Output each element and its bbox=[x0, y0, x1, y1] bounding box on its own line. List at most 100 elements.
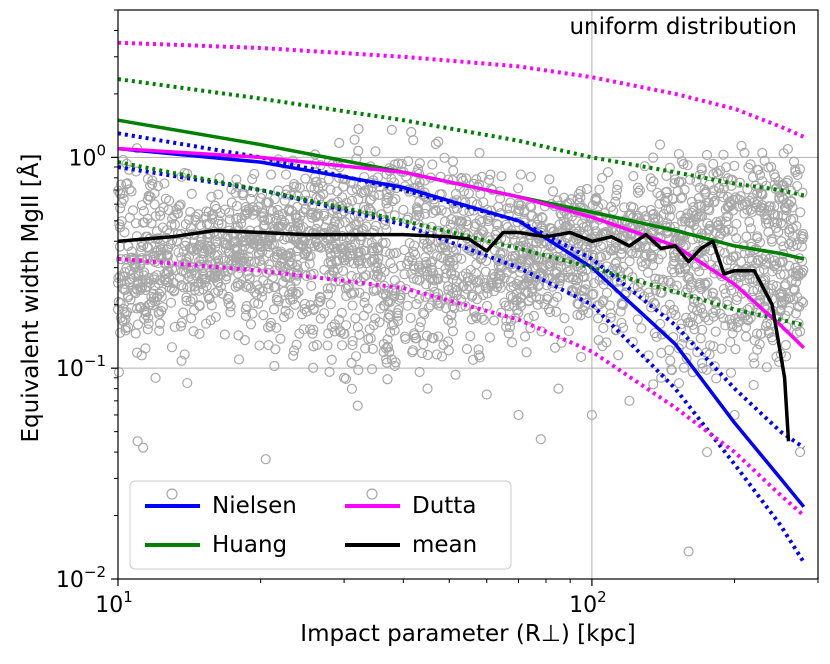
scatter-point bbox=[694, 182, 705, 193]
scatter-point bbox=[783, 239, 795, 250]
scatter-point bbox=[258, 221, 269, 232]
scatter-point bbox=[299, 261, 310, 272]
scatter-point bbox=[482, 215, 494, 227]
scatter-point bbox=[754, 169, 766, 181]
scatter-point bbox=[729, 263, 740, 274]
scatter-point bbox=[305, 250, 316, 262]
scatter-point bbox=[682, 272, 693, 284]
x-tick-label: 101 bbox=[95, 588, 133, 618]
scatter-point bbox=[341, 290, 352, 302]
scatter-point bbox=[670, 309, 681, 321]
scatter-point bbox=[368, 285, 379, 297]
scatter-point bbox=[158, 202, 169, 213]
scatter-point bbox=[598, 322, 609, 334]
scatter-point bbox=[778, 148, 789, 159]
series-huang-lower bbox=[117, 160, 805, 328]
scatter-point bbox=[587, 289, 598, 300]
scatter-point bbox=[247, 174, 258, 185]
scatter-point bbox=[113, 296, 124, 308]
scatter-point bbox=[383, 342, 394, 353]
scatter-point bbox=[627, 248, 638, 259]
scatter-point bbox=[795, 207, 806, 218]
scatter-point bbox=[731, 322, 743, 333]
scatter-point bbox=[248, 237, 260, 249]
scatter-point bbox=[617, 230, 628, 241]
scatter-point bbox=[654, 139, 666, 150]
scatter-point bbox=[447, 156, 459, 167]
scatter-point bbox=[293, 286, 304, 298]
scatter-point bbox=[422, 349, 433, 361]
scatter-point bbox=[703, 315, 714, 326]
scatter-point bbox=[408, 273, 419, 284]
scatter-point bbox=[257, 246, 268, 257]
scatter-point bbox=[407, 345, 419, 356]
scatter-point bbox=[367, 343, 378, 354]
scatter-point bbox=[159, 178, 170, 189]
scatter-point bbox=[308, 362, 319, 373]
scatter-point bbox=[395, 260, 406, 271]
scatter-point bbox=[660, 197, 671, 208]
scatter-point bbox=[178, 246, 189, 257]
scatter-point bbox=[249, 168, 260, 180]
scatter-point bbox=[443, 314, 454, 326]
scatter-point bbox=[748, 352, 759, 363]
scatter-point bbox=[313, 217, 324, 229]
scatter-point bbox=[503, 328, 514, 339]
scatter-point bbox=[310, 236, 321, 247]
scatter-point bbox=[554, 278, 565, 289]
scatter-point bbox=[455, 294, 467, 305]
scatter-point bbox=[142, 194, 153, 205]
scatter-point bbox=[634, 242, 645, 253]
scatter-point bbox=[176, 317, 187, 328]
scatter-point bbox=[768, 216, 779, 228]
scatter-point bbox=[278, 312, 290, 323]
scatter-point bbox=[219, 329, 230, 340]
scatter-point bbox=[433, 331, 444, 342]
scatter-point bbox=[174, 200, 185, 212]
scatter-point bbox=[790, 166, 801, 177]
scatter-point bbox=[325, 247, 336, 259]
scatter-point bbox=[781, 211, 792, 222]
scatter-point bbox=[556, 337, 567, 348]
scatter-point bbox=[349, 134, 360, 145]
scatter-point bbox=[551, 306, 562, 317]
scatter-point bbox=[137, 274, 148, 285]
annotation-label: uniform distribution bbox=[569, 14, 797, 40]
legend-marker bbox=[166, 488, 178, 500]
scatter-point bbox=[765, 201, 776, 212]
scatter-point bbox=[669, 252, 680, 263]
scatter-point bbox=[513, 200, 525, 211]
scatter-point bbox=[762, 214, 773, 225]
scatter-point bbox=[793, 265, 804, 276]
scatter-point bbox=[523, 296, 534, 307]
scatter-point bbox=[220, 243, 231, 254]
scatter-point bbox=[575, 262, 587, 273]
scatter-point bbox=[446, 309, 457, 321]
scatter-point bbox=[194, 328, 205, 339]
scatter-point bbox=[718, 283, 730, 295]
scatter-point bbox=[710, 326, 721, 337]
scatter-point bbox=[319, 264, 330, 275]
scatter-point bbox=[213, 218, 224, 230]
scatter-point bbox=[423, 302, 434, 313]
scatter-point bbox=[381, 188, 392, 200]
scatter-point bbox=[735, 191, 746, 202]
scatter-point bbox=[571, 283, 582, 294]
scatter-point bbox=[386, 124, 397, 135]
scatter-point bbox=[484, 332, 496, 343]
scatter-point bbox=[745, 223, 757, 234]
scatter-point bbox=[353, 145, 364, 156]
scatter-point bbox=[696, 165, 707, 176]
scatter-point bbox=[115, 327, 126, 338]
series-dutta-lower bbox=[117, 256, 806, 518]
scatter-point bbox=[515, 236, 527, 247]
scatter-point bbox=[332, 211, 343, 222]
scatter-point bbox=[324, 366, 335, 377]
scatter-point bbox=[213, 215, 224, 226]
scatter-point bbox=[137, 217, 149, 228]
scatter-point bbox=[636, 256, 647, 267]
scatter-point bbox=[224, 214, 235, 225]
scatter-point bbox=[425, 257, 436, 268]
scatter-point bbox=[780, 339, 792, 351]
scatter-point bbox=[421, 330, 433, 341]
